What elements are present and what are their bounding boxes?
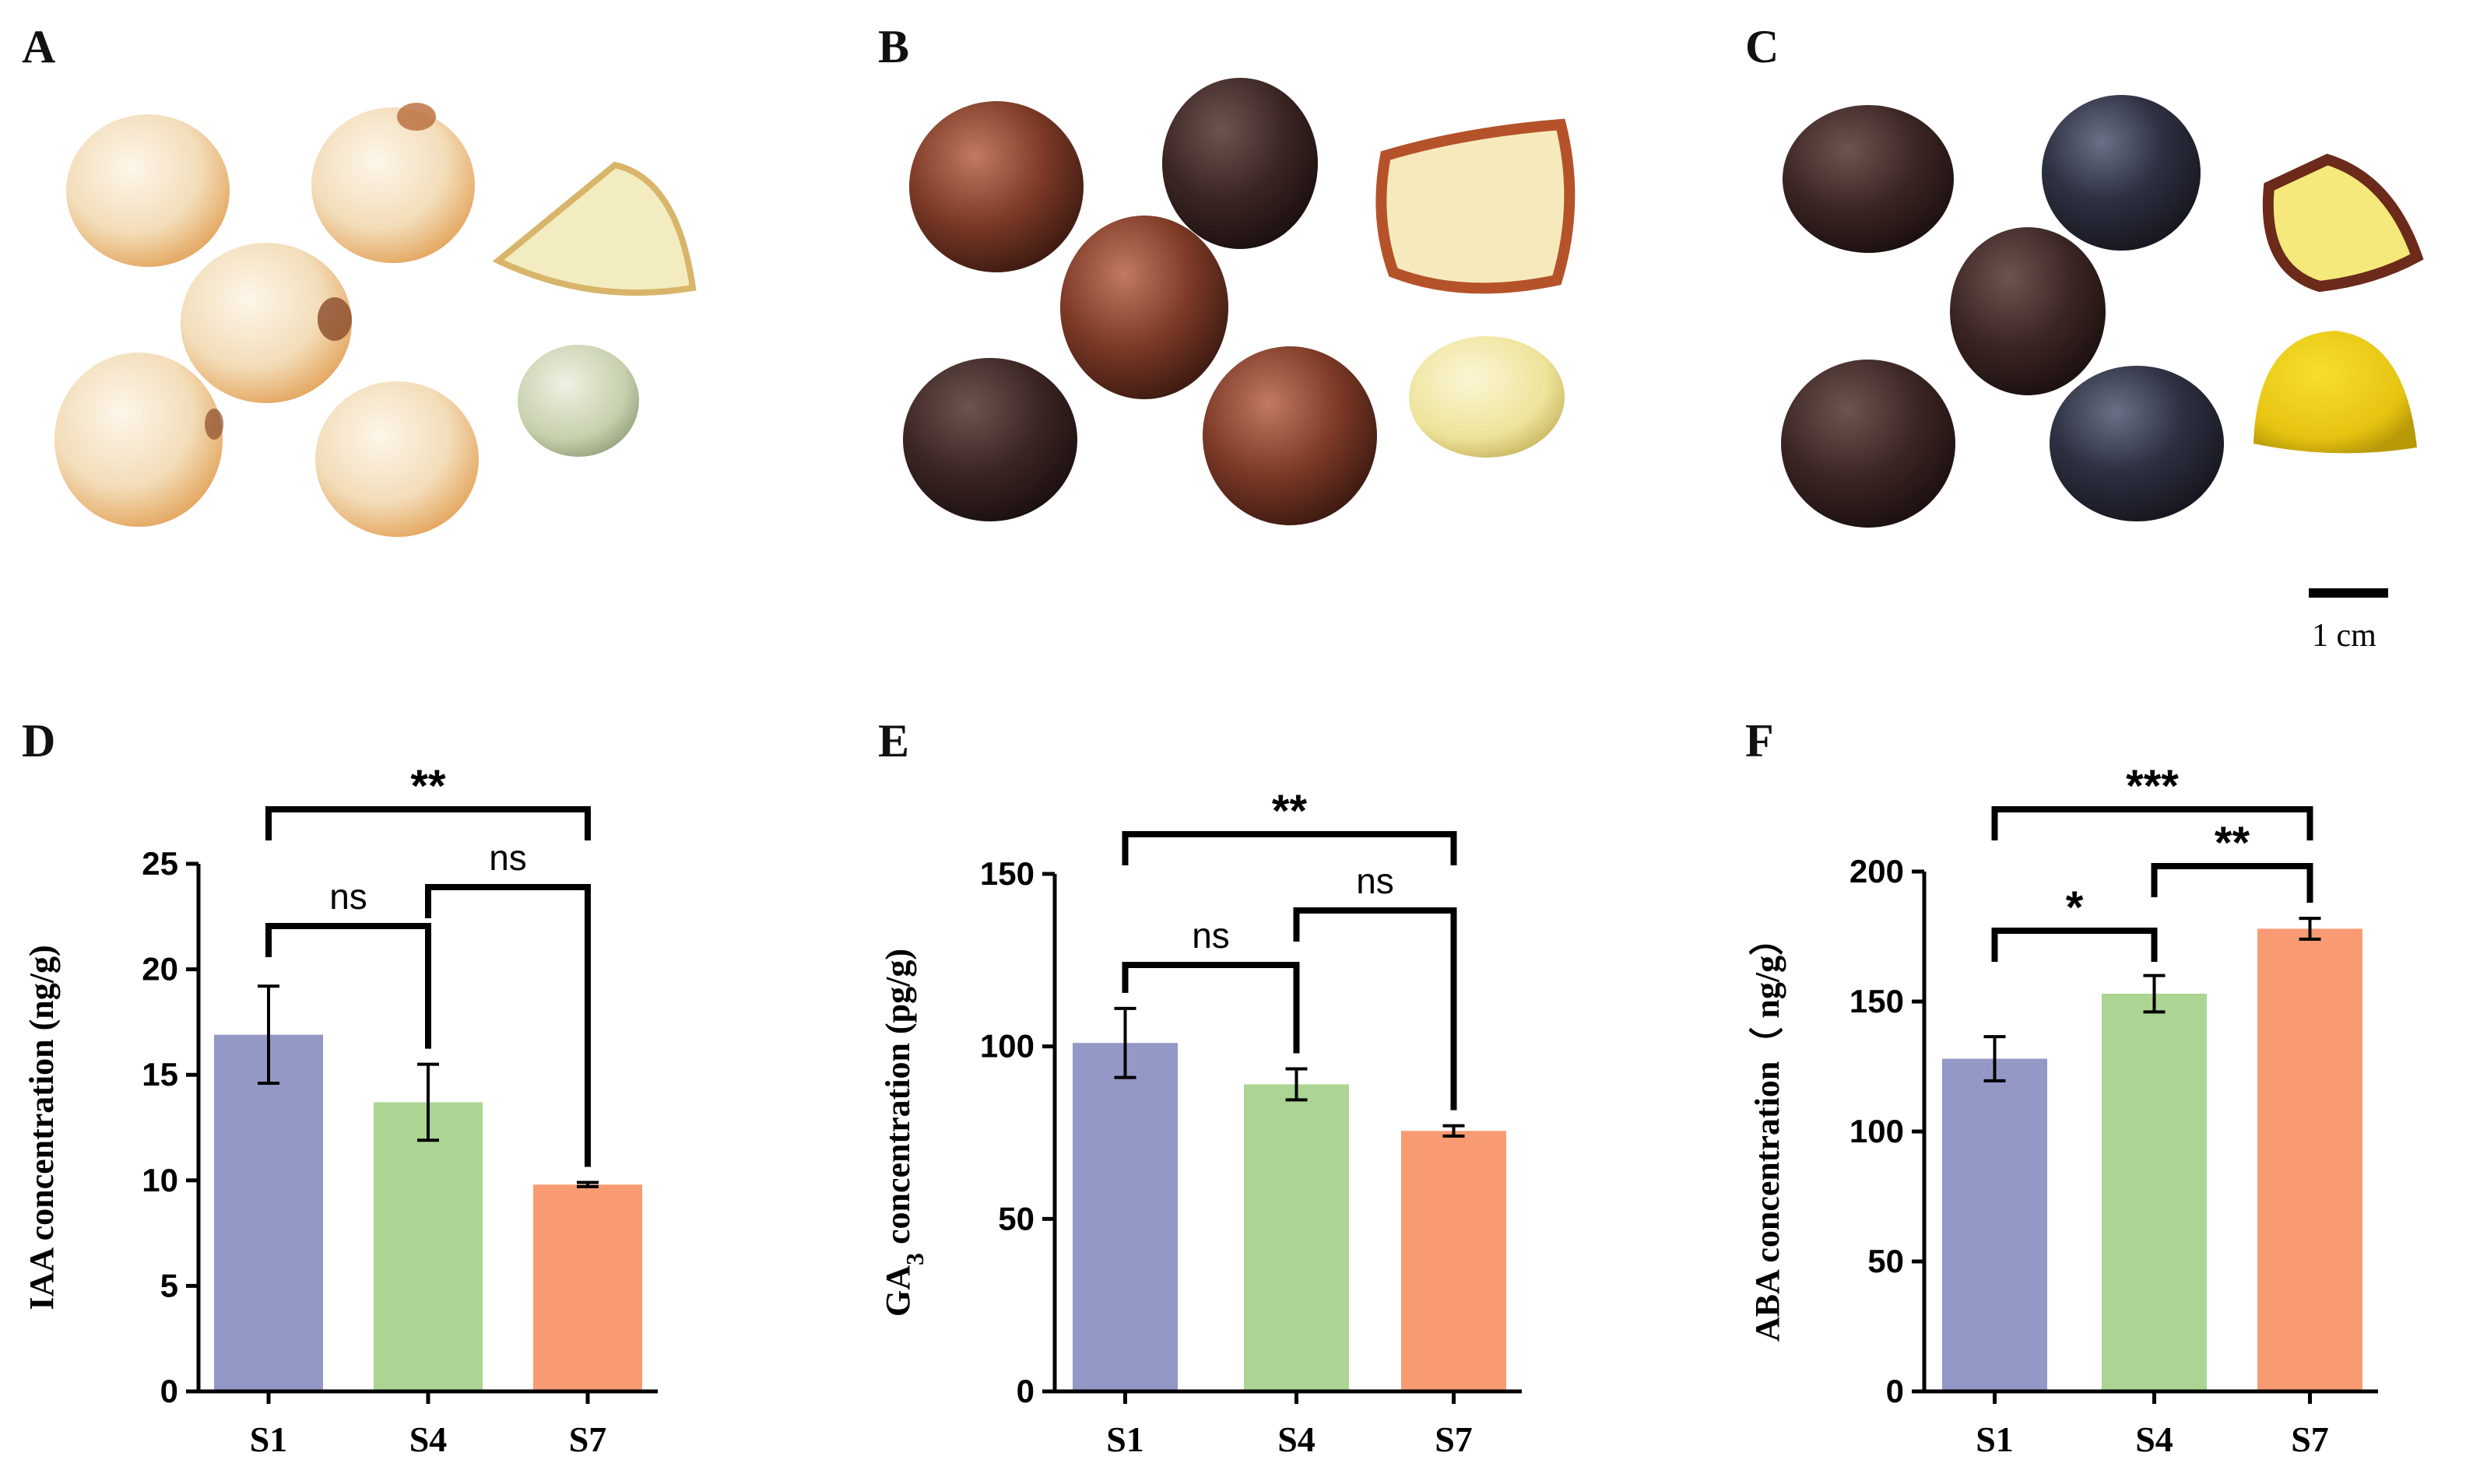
significance-bracket bbox=[265, 923, 431, 1049]
seed-c1 bbox=[1783, 105, 1954, 253]
x-tick-label-s7: S7 bbox=[2291, 1419, 2329, 1459]
scale-bar-label: 1 cm bbox=[2312, 618, 2376, 654]
seed-a2 bbox=[311, 107, 475, 263]
y-tick-label: 25 bbox=[142, 845, 178, 882]
seed-a5 bbox=[315, 381, 479, 537]
bar-s4 bbox=[2102, 993, 2207, 1391]
significance-bracket bbox=[1991, 806, 2313, 840]
y-tick-label: 0 bbox=[1017, 1373, 1035, 1409]
seed-c5 bbox=[2050, 366, 2224, 521]
seed-c-cut bbox=[2262, 153, 2424, 293]
panel-label-f: F bbox=[1745, 715, 1774, 767]
panel-label-e: E bbox=[878, 715, 910, 767]
significance-bracket bbox=[1293, 907, 1457, 1110]
seed-b-kernel bbox=[1409, 336, 1565, 458]
x-tick-label-s1: S1 bbox=[1106, 1419, 1144, 1459]
significance-label: ns bbox=[329, 876, 367, 917]
seed-c3 bbox=[1950, 227, 2106, 395]
bar-s1 bbox=[214, 1034, 323, 1391]
seed-a-cut bbox=[492, 161, 697, 296]
significance-label: ** bbox=[1272, 786, 1308, 837]
bar-s7 bbox=[533, 1184, 642, 1391]
bar-s7 bbox=[1401, 1131, 1506, 1391]
y-tick-label: 200 bbox=[1850, 853, 1904, 889]
y-tick-label: 150 bbox=[1850, 983, 1904, 1019]
seed-b2 bbox=[1162, 78, 1318, 249]
seed-c-kernel bbox=[2253, 331, 2417, 454]
y-tick-label: 0 bbox=[1886, 1373, 1904, 1409]
bar-s4 bbox=[374, 1102, 483, 1391]
y-tick-label: 100 bbox=[1850, 1113, 1904, 1149]
x-tick-label-s4: S4 bbox=[1277, 1419, 1316, 1459]
significance-bracket bbox=[2151, 863, 2313, 903]
y-axis-label: GA3 concentration (pg/g) bbox=[879, 949, 929, 1317]
significance-label: ns bbox=[1192, 915, 1230, 956]
seed-b4 bbox=[903, 358, 1077, 521]
scale-bar-line bbox=[2309, 588, 2388, 598]
y-axis-label: IAA concentration (ng/g) bbox=[23, 945, 61, 1310]
y-tick-label: 100 bbox=[980, 1028, 1035, 1065]
y-tick-label: 50 bbox=[998, 1200, 1035, 1237]
seed-b5 bbox=[1203, 346, 1377, 525]
significance-bracket bbox=[1122, 962, 1300, 1054]
panel-a-seeds bbox=[54, 103, 697, 537]
significance-label: ** bbox=[410, 761, 446, 812]
chart-d: 0 5 10 15 20 25 S1 S4 S7 IAA concentration (ng/g)… bbox=[23, 761, 658, 1459]
panel-label-b: B bbox=[878, 21, 910, 72]
seed-c4 bbox=[1781, 360, 1955, 528]
seed-b3 bbox=[1060, 216, 1228, 399]
panel-c-seeds bbox=[1781, 95, 2424, 528]
x-tick-label-s7: S7 bbox=[569, 1419, 607, 1459]
significance-label: * bbox=[2066, 882, 2084, 933]
y-tick-label: 150 bbox=[980, 855, 1035, 892]
y-tick-label: 50 bbox=[1867, 1243, 1904, 1279]
significance-bracket bbox=[425, 884, 591, 1167]
significance-label: ** bbox=[2215, 818, 2250, 868]
y-tick-label: 10 bbox=[142, 1162, 178, 1198]
y-tick-label: 0 bbox=[160, 1373, 178, 1409]
chart-e: 0 50 100 150 S1 S4 S7 GA3 concentration (pg/g) n… bbox=[879, 786, 1522, 1459]
significance-label: *** bbox=[2126, 761, 2179, 812]
significance-label: ns bbox=[1356, 861, 1394, 901]
seed-b-cut bbox=[1375, 118, 1576, 294]
x-tick-label-s1: S1 bbox=[250, 1419, 288, 1459]
y-tick-label: 20 bbox=[142, 951, 178, 988]
bar-s7 bbox=[2257, 928, 2362, 1391]
significance-bracket bbox=[265, 806, 591, 840]
y-tick-label: 15 bbox=[142, 1056, 178, 1093]
seed-a3 bbox=[181, 243, 352, 403]
x-tick-label-s1: S1 bbox=[1976, 1419, 2014, 1459]
panel-label-a: A bbox=[22, 21, 56, 72]
seed-a4 bbox=[54, 353, 223, 527]
x-tick-label-s7: S7 bbox=[1435, 1419, 1473, 1459]
panel-label-c: C bbox=[1745, 21, 1779, 72]
panel-b-seeds bbox=[903, 78, 1576, 525]
significance-bracket bbox=[1991, 928, 2158, 962]
bar-s4 bbox=[1244, 1084, 1349, 1391]
seed-b1 bbox=[909, 101, 1084, 272]
panel-label-d: D bbox=[22, 715, 56, 767]
bar-s1 bbox=[1073, 1043, 1178, 1391]
bar-s1 bbox=[1942, 1058, 2047, 1391]
significance-bracket bbox=[1122, 831, 1457, 865]
significance-label: ns bbox=[489, 837, 527, 878]
chart-f: 0 50 100 150 200 S1 S4 S7 ABA concentration（ ng/… bbox=[1748, 761, 2378, 1459]
y-tick-label: 5 bbox=[160, 1267, 178, 1303]
seed-a-kernel bbox=[518, 345, 639, 457]
x-tick-label-s4: S4 bbox=[409, 1419, 448, 1459]
seed-a1 bbox=[66, 114, 230, 267]
seed-c2 bbox=[2042, 95, 2201, 251]
scale-bar: 1 cm bbox=[2309, 588, 2388, 654]
x-tick-label-s4: S4 bbox=[2135, 1419, 2173, 1459]
y-axis-label: ABA concentration（ ng/g） bbox=[1748, 921, 1786, 1342]
seed-photographs: 1 cm bbox=[54, 78, 2424, 654]
